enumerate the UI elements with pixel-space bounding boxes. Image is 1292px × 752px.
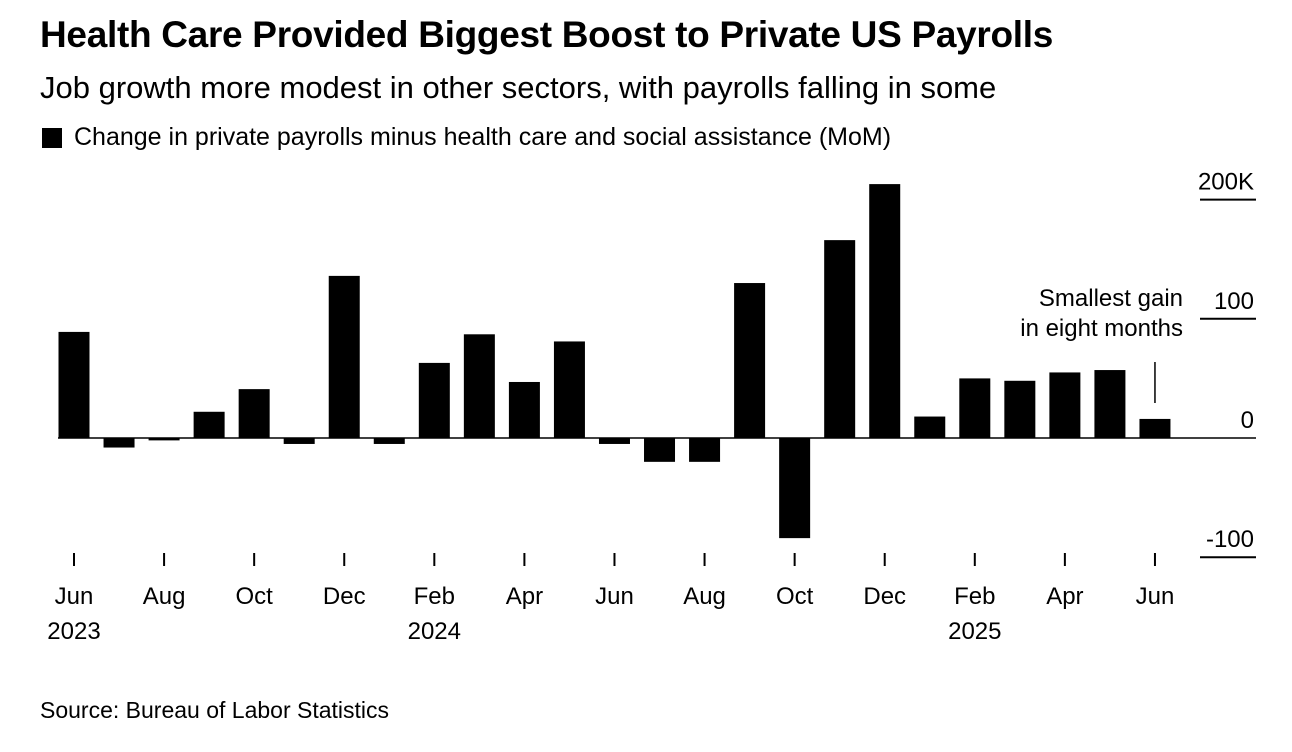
x-tick-label: Jun (1136, 583, 1175, 610)
bar (463, 334, 495, 438)
x-tick-label: Jun (55, 583, 94, 610)
legend-swatch (42, 127, 62, 148)
bar (914, 416, 946, 438)
x-tick-label: Apr (506, 583, 543, 610)
x-tick-label: Feb (954, 583, 995, 610)
bar (328, 275, 360, 438)
y-tick-label: 200K (1198, 169, 1254, 196)
bar (103, 438, 135, 448)
bar (689, 438, 721, 462)
x-tick-label: Aug (143, 583, 186, 610)
bar (779, 438, 811, 539)
x-tick-label: Dec (323, 583, 366, 610)
bar (644, 438, 676, 462)
bar (58, 331, 90, 438)
bar (959, 378, 991, 438)
source-note: Source: Bureau of Labor Statistics (40, 697, 390, 723)
bar (734, 283, 766, 438)
bar (1139, 418, 1171, 438)
legend: Change in private payrolls minus health … (42, 123, 891, 152)
bar (1049, 372, 1081, 438)
bar (373, 438, 405, 444)
x-tick-label: Feb (414, 583, 455, 610)
bar (1004, 380, 1036, 438)
chart-title: Health Care Provided Biggest Boost to Pr… (40, 14, 1054, 55)
annotation-text: Smallest gain (1039, 285, 1183, 312)
bar (238, 389, 270, 438)
legend-label: Change in private payrolls minus health … (74, 123, 892, 151)
bar (283, 438, 315, 444)
x-tick-label: Apr (1046, 583, 1083, 610)
x-year-label: 2024 (408, 618, 461, 645)
bar (1094, 370, 1126, 438)
x-tick-label: Oct (776, 583, 814, 610)
bar (869, 184, 901, 438)
bar (553, 341, 585, 438)
bar (598, 438, 630, 444)
x-year-label: 2023 (47, 618, 100, 645)
bar (824, 240, 856, 438)
x-tick-label: Aug (683, 583, 726, 610)
x-tick-label: Jun (595, 583, 634, 610)
bar (148, 438, 180, 441)
y-tick-label: -100 (1206, 526, 1254, 553)
chart-subtitle: Job growth more modest in other sectors,… (40, 70, 997, 105)
y-tick-label: 100 (1214, 288, 1254, 315)
y-tick-label: 0 (1241, 407, 1254, 434)
bar (418, 362, 450, 438)
x-tick-label: Oct (235, 583, 273, 610)
bar (508, 381, 540, 438)
annotation-text: in eight months (1020, 315, 1183, 342)
bar (193, 411, 225, 438)
x-year-label: 2025 (948, 618, 1001, 645)
x-tick-label: Dec (863, 583, 906, 610)
